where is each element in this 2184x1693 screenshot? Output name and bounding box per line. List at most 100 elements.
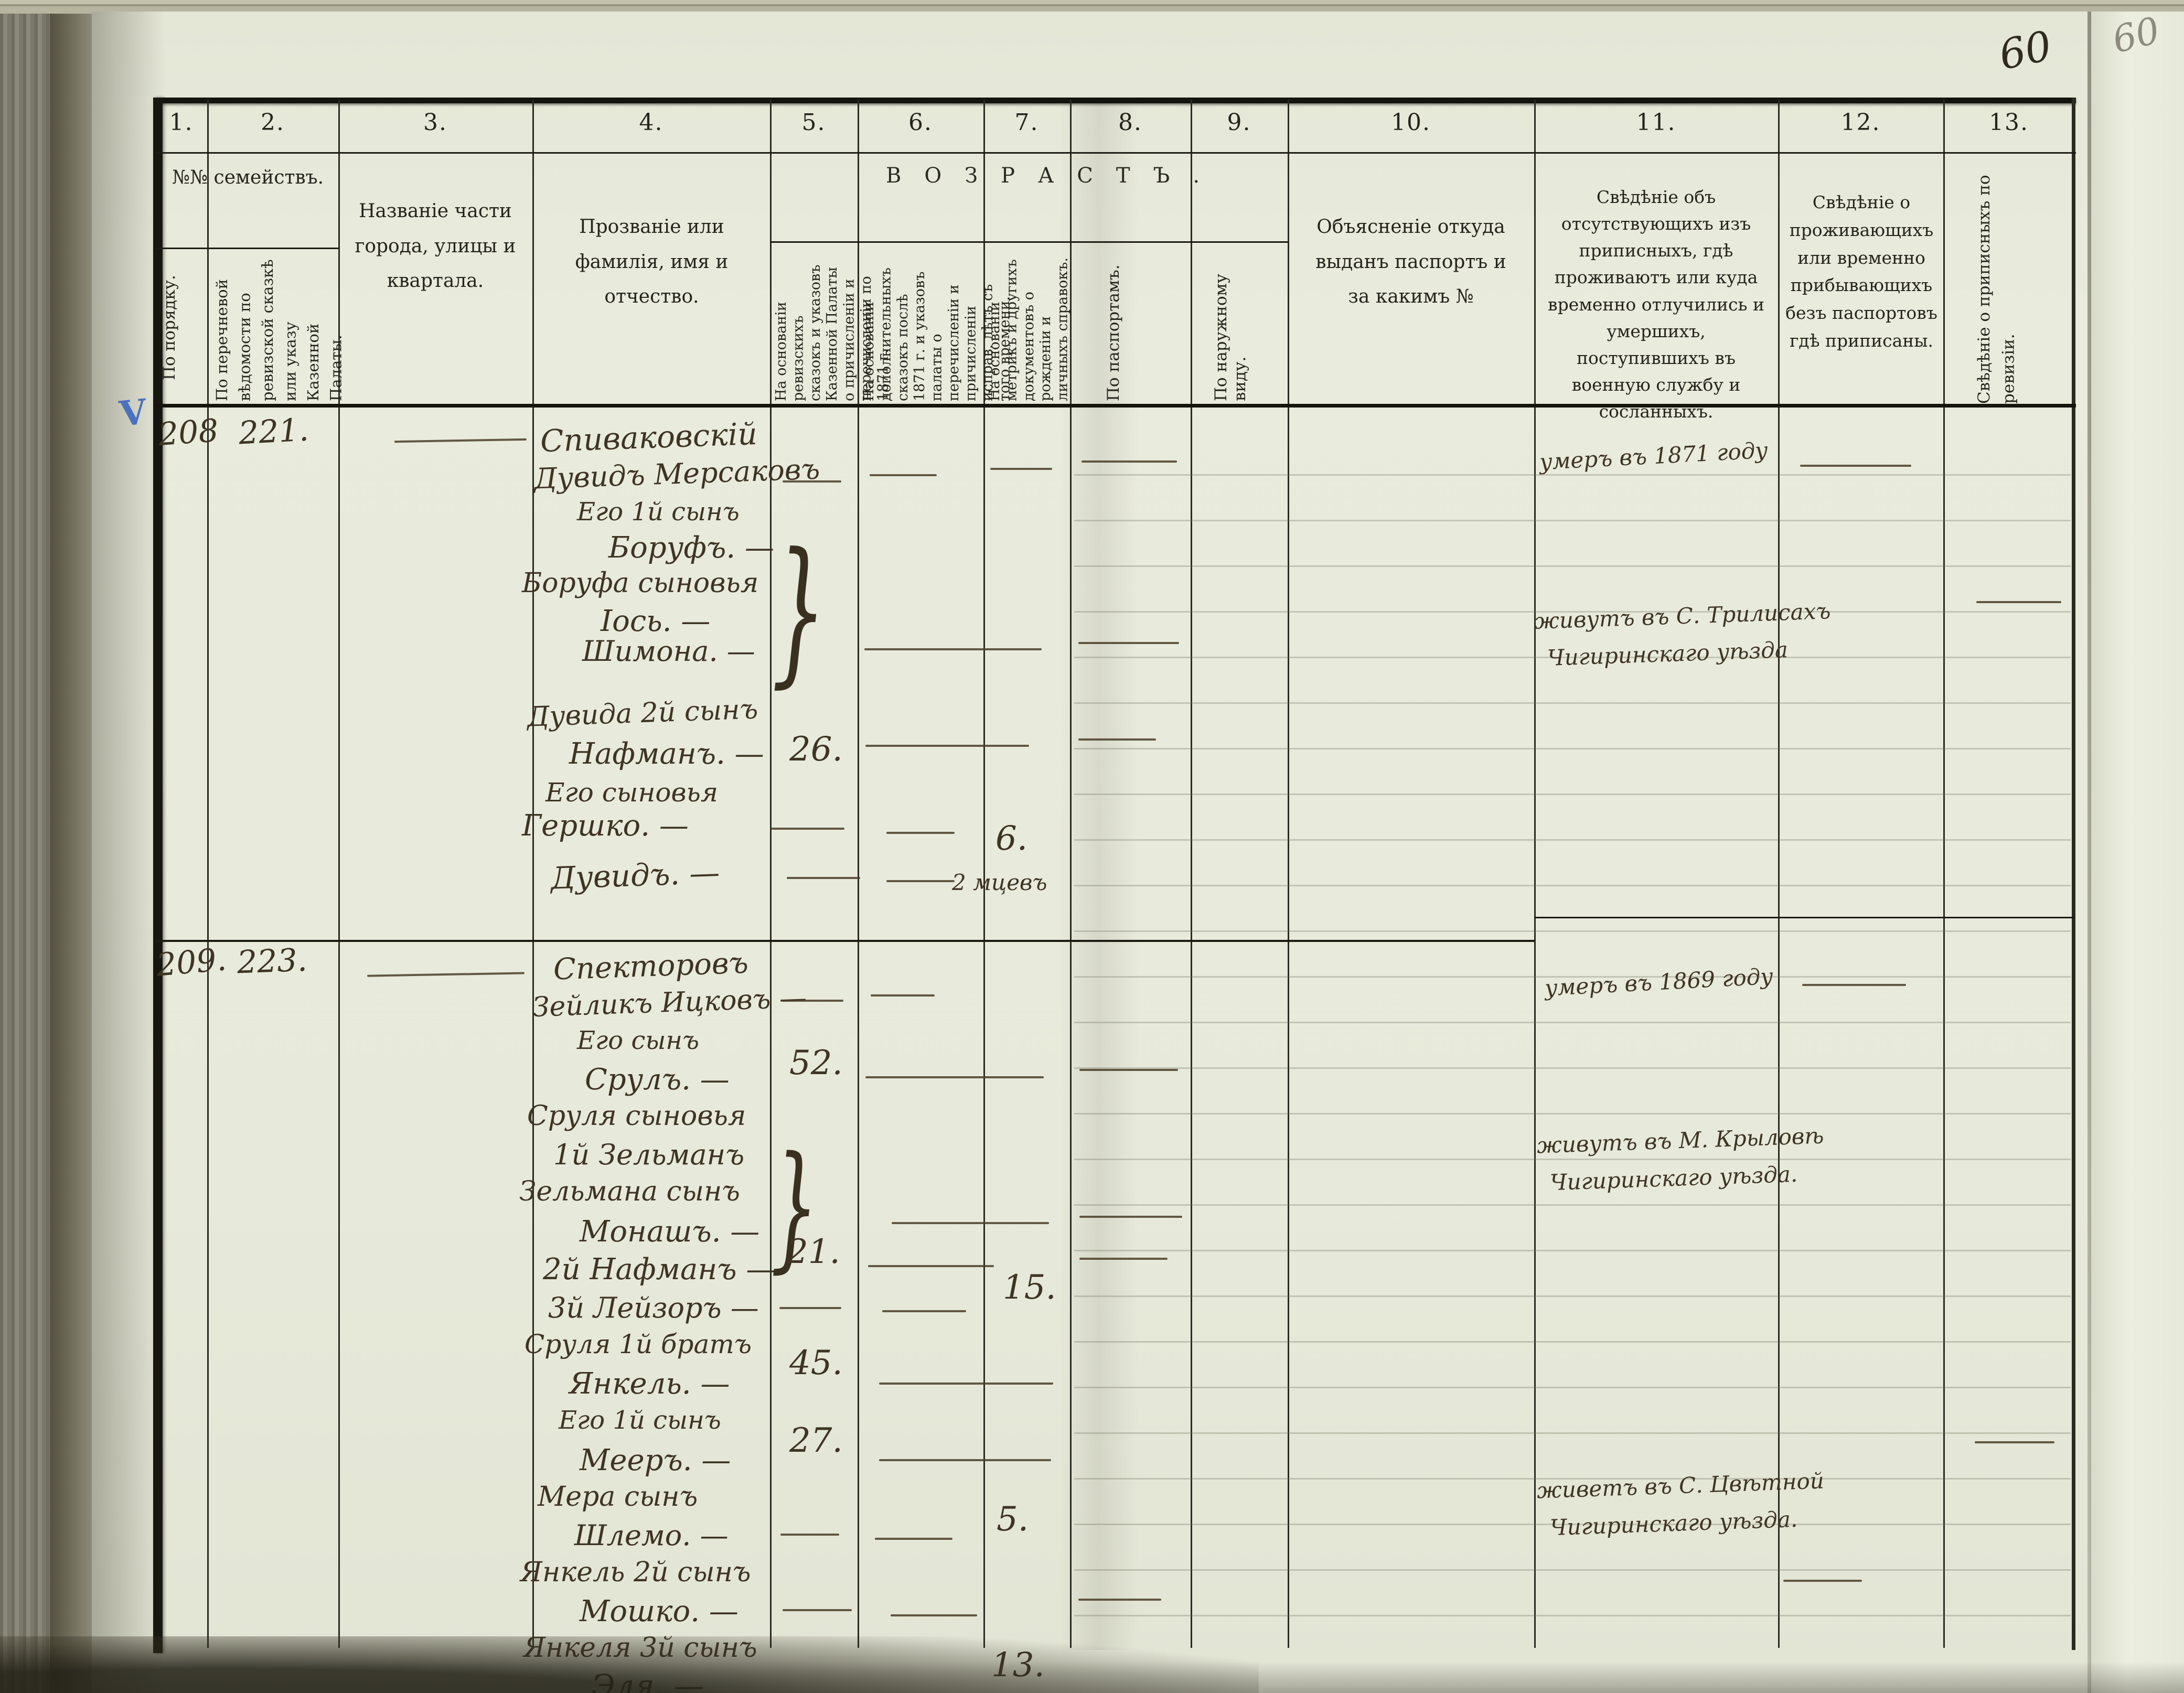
header-list-number: По перечневой вѣдомости по ревизской ска…: [213, 259, 345, 401]
family2-age-yankel: 45.: [789, 1344, 843, 1383]
f1-dash-c5-gershko: [771, 828, 844, 830]
rule-under-families-group: [155, 248, 338, 249]
f1-dash-c6-nafman: [865, 745, 1029, 747]
f2-dash-c12-head: [1802, 984, 1906, 986]
f2-dash-c8-moshko: [1078, 1599, 1161, 1601]
family2-line-nafman2: 2й Нафманъ —: [543, 1252, 776, 1287]
family2-line-srul-sons: Сруля сыновья: [527, 1100, 746, 1132]
book-spine-edge: [0, 0, 50, 1693]
col-number-13: 13.: [1989, 109, 2029, 136]
f1-dash-c6-gershko: [886, 832, 955, 834]
f2-dash-c13-meer: [1975, 1441, 2054, 1443]
col-line-10-11: [1534, 100, 1536, 1648]
family2-line-monash: Монашъ. —: [580, 1215, 760, 1249]
header-registered-by-revision: Свѣдѣніе о приписныхъ по ревизіи.: [1975, 175, 2018, 404]
f2-dash-c6-shlemo: [875, 1538, 952, 1540]
family1-list-no: 221.: [238, 411, 310, 452]
col-line-6-7: [983, 100, 985, 1648]
f1-dash-c13-group: [1976, 601, 2061, 603]
f1-dash-c5-r2: [783, 480, 841, 483]
header-absentees: Свѣдѣніе объ отсутствующихъ изъ приписны…: [1548, 187, 1764, 422]
col-number-3: 3.: [423, 109, 447, 136]
family2-brace: }: [770, 1128, 819, 1286]
header-passport-issued: Объясненіе откуда выданъ паспортъ и за к…: [1315, 216, 1506, 308]
page-fold-line: [2087, 12, 2091, 1693]
f1-dash-c7-r2: [990, 468, 1052, 470]
col-number-8: 8.: [1118, 109, 1142, 136]
page-bend-shading: [1059, 98, 1138, 1650]
family2-line-surname: Спекторовъ: [552, 946, 749, 987]
family2-age-meer: 27.: [789, 1421, 843, 1460]
f2-dash-c6-yankel: [879, 1383, 1053, 1385]
spine-shadow: [50, 0, 92, 1693]
family2-order-no: 209.: [155, 941, 228, 984]
col-number-1: 1.: [169, 109, 194, 136]
bottom-page-curl-shadow: [0, 1636, 1259, 1693]
rule-under-age-group: [770, 241, 1288, 243]
header-residing-without-passports: Свѣдѣніе о проживающихъ или временно при…: [1785, 192, 1937, 351]
family2-line-srul-brother: Сруля 1й братъ: [524, 1329, 752, 1359]
family2-age-shlemo: 5.: [997, 1500, 1029, 1539]
family2-line-mer-son: Мера сынъ: [538, 1481, 698, 1513]
family2-line-yankel: Янкель. —: [569, 1367, 730, 1401]
family1-order-no: 208: [157, 412, 220, 453]
f1-dash-c12-r2: [1800, 465, 1911, 467]
family2-line-meer: Мееръ. —: [580, 1443, 731, 1477]
col-line-7-8: [1070, 100, 1072, 1648]
family2-age-srul: 52.: [789, 1044, 843, 1083]
f1-dash-c6-duvid: [886, 880, 955, 882]
f1-dash-c6-group: [864, 648, 1042, 650]
f2-dash-c6-head: [871, 994, 935, 996]
family1-line-duvid-jr: Дувидъ. —: [550, 854, 721, 896]
group-header-age: ВОЗРАСТЪ.: [885, 164, 1223, 188]
col-line-8-9: [1191, 100, 1192, 1648]
header-city-part: Названіе части города, улицы и квартала.: [355, 200, 516, 292]
f2-dash-c5-moshko: [783, 1609, 852, 1611]
bottom-vignette: [0, 1662, 2184, 1693]
f2-dash-c8-nafman: [1079, 1258, 1168, 1260]
col-number-9: 9.: [1227, 109, 1251, 136]
family1-line-ios: Іось. —: [601, 604, 711, 638]
col-line-3-4: [532, 100, 534, 1648]
family2-line-srul: Срулъ. —: [585, 1063, 730, 1097]
family2-line-moshko: Мошко. —: [580, 1594, 738, 1628]
family-separator-left: [155, 940, 1534, 942]
family2-line-zelman-son: Зельмана сынъ: [519, 1176, 740, 1207]
faint-row-guides: [1074, 430, 2071, 1647]
col-number-6: 6.: [908, 109, 933, 136]
family1-line-gershko: Гершко. —: [522, 809, 689, 843]
under-page-edge: [2090, 12, 2184, 1693]
col-number-7: 7.: [1014, 109, 1039, 136]
header-age-passports: По паспортамъ.: [1104, 264, 1123, 401]
family1-line-surname: Спиваковскій: [539, 415, 758, 459]
family2-line-his-son1: Его 1й сынъ: [559, 1406, 721, 1435]
top-page-stack: [0, 0, 2184, 14]
family1-line-boruf: Боруфъ. —: [608, 531, 774, 565]
family2-list-no: 223.: [236, 941, 308, 981]
col-line-5-6: [858, 100, 859, 1648]
header-age-revision: На основаніи ревизскихъ сказокъ и указов…: [773, 264, 892, 401]
col-line-4-5: [770, 100, 772, 1648]
header-age-metrics: На основаніи метрикъ и другихъ документо…: [987, 257, 1071, 401]
f2-dash-c6-meer: [879, 1459, 1051, 1461]
family2-line-leyzor: 3й Лейзоръ —: [548, 1291, 759, 1324]
f2-dash-c8-monash: [1079, 1216, 1182, 1218]
f2-dash-c12-moshko: [1783, 1580, 1862, 1582]
f2-dash-c6-srul: [865, 1076, 1044, 1078]
col-number-2: 2.: [261, 109, 285, 136]
table-right-border: [2072, 98, 2075, 1650]
gutter-shadow: [92, 12, 165, 1693]
f2-dash-c6-leyzor: [882, 1310, 966, 1312]
header-family-name: Прозваніе или фамилія, имя и отчество.: [575, 216, 729, 308]
col-number-12: 12.: [1840, 109, 1881, 136]
family1-age-duvid: 2 мцевъ: [952, 870, 1047, 895]
family2-line-zelman: 1й Зельманъ: [553, 1138, 745, 1171]
family2-line-shlemo: Шлемо. —: [574, 1519, 729, 1552]
f2-dash-c5-shlemo: [780, 1534, 839, 1536]
family1-line-boruf-sons: Боруфа сыновья: [522, 567, 759, 599]
col-number-10: 10.: [1391, 109, 1431, 136]
check-annotation: V: [117, 391, 149, 435]
table-left-border: [153, 98, 163, 1653]
paper-sheet: [92, 12, 2090, 1693]
